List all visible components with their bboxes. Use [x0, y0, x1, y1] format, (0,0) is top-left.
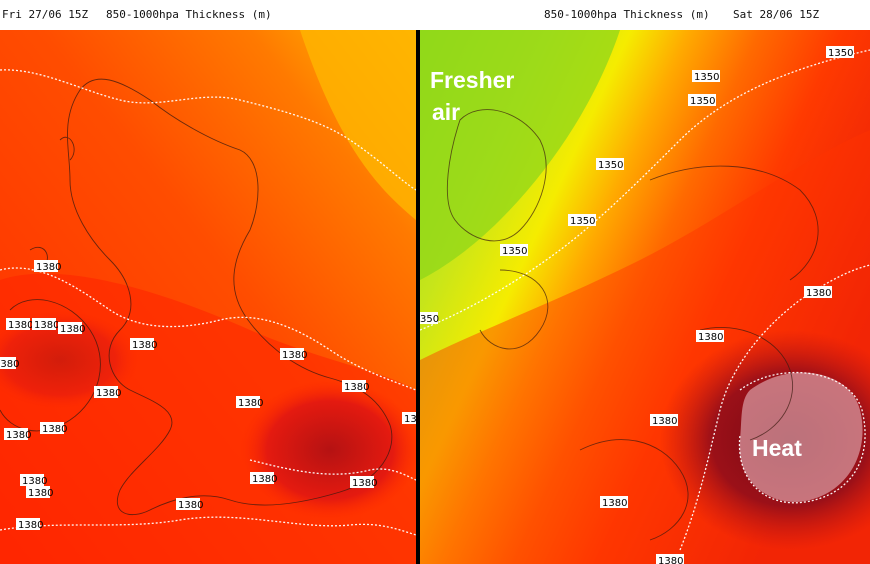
- contour-label: 1380: [250, 472, 277, 485]
- left-hot-spot: [240, 380, 416, 520]
- right-date-label: Sat 28/06 15Z: [733, 8, 820, 21]
- svg-text:1350: 1350: [502, 246, 527, 257]
- contour-label: 1380: [16, 518, 43, 531]
- svg-text:1380: 1380: [602, 498, 627, 509]
- right-1380-contour: [679, 264, 870, 551]
- svg-text:1380: 1380: [8, 320, 33, 331]
- contour-label: 13: [402, 412, 417, 425]
- contour-label: 1350: [826, 46, 854, 59]
- svg-text:1350: 1350: [828, 48, 853, 59]
- svg-text:1350: 1350: [694, 72, 719, 83]
- svg-text:1380: 1380: [344, 382, 369, 393]
- right-field-label: 850-1000hpa Thickness (m): [544, 8, 710, 21]
- svg-text:1380: 1380: [60, 324, 85, 335]
- contour-label: 1380: [650, 414, 678, 427]
- left-warm-edge: [300, 30, 416, 220]
- right-heat-highlight: [739, 372, 863, 502]
- svg-text:1380: 1380: [42, 424, 67, 435]
- contour-label: 1380: [350, 476, 377, 489]
- svg-text:1380: 1380: [652, 416, 677, 427]
- svg-text:1380: 1380: [698, 332, 723, 343]
- contour-label: 1380: [34, 260, 61, 273]
- contour-label: 1380: [600, 496, 628, 509]
- right-map: 1350 1350 1350 1350 1350 1350 350 1380 1…: [420, 30, 870, 564]
- right-fresher-zone: [420, 30, 620, 280]
- contour-label: 1350: [692, 70, 720, 83]
- contour-label: 1380: [20, 474, 47, 487]
- contour-label: 1380: [656, 554, 684, 564]
- svg-text:1380: 1380: [34, 320, 59, 331]
- contour-label: 1380: [40, 422, 67, 435]
- contour-label: 1380: [176, 498, 203, 511]
- svg-text:1380: 1380: [282, 350, 307, 361]
- svg-text:1350: 1350: [598, 160, 623, 171]
- contour-label: 1380: [342, 380, 369, 393]
- left-panel-header: Fri 27/06 15Z 850-1000hpa Thickness (m): [0, 0, 418, 30]
- left-hot-spot-west: [0, 310, 140, 410]
- svg-text:1380: 1380: [22, 476, 47, 487]
- fresher-air-annotation-line1: Fresher: [430, 67, 514, 93]
- contour-label: 1380: [94, 386, 121, 399]
- left-1380-contour: [0, 69, 416, 536]
- svg-text:1380: 1380: [132, 340, 157, 351]
- svg-text:13: 13: [404, 414, 417, 425]
- right-1350-contour: [420, 49, 870, 331]
- svg-text:1380: 1380: [0, 359, 19, 370]
- svg-text:1380: 1380: [36, 262, 61, 273]
- contour-label: 1350: [596, 158, 624, 171]
- svg-text:1380: 1380: [178, 500, 203, 511]
- contour-label: 1380: [0, 357, 19, 370]
- contour-label: 1380: [130, 338, 157, 351]
- svg-text:1380: 1380: [28, 488, 53, 499]
- thickness-maps: 1380 1380 1380 1380 1380 1380 1380 1380 …: [0, 30, 870, 564]
- right-contour-labels: 1350 1350 1350 1350 1350 1350 350 1380 1…: [420, 46, 854, 564]
- svg-text:1350: 1350: [570, 216, 595, 227]
- svg-text:1380: 1380: [96, 388, 121, 399]
- left-contour-labels: 1380 1380 1380 1380 1380 1380 1380 1380 …: [0, 260, 417, 531]
- contour-label: 350: [420, 312, 439, 325]
- svg-text:1380: 1380: [238, 398, 263, 409]
- right-panel-header: 850-1000hpa Thickness (m) Sat 28/06 15Z: [420, 0, 870, 30]
- svg-text:1350: 1350: [690, 96, 715, 107]
- panel-divider: [416, 30, 420, 564]
- contour-label: 1380: [32, 318, 59, 331]
- contour-label: 1380: [4, 428, 31, 441]
- svg-text:1380: 1380: [252, 474, 277, 485]
- contour-label: 1380: [280, 348, 307, 361]
- svg-text:350: 350: [420, 314, 439, 325]
- contour-label: 1380: [26, 486, 53, 499]
- right-coastlines: [446, 109, 819, 541]
- left-date-label: Fri 27/06 15Z: [2, 8, 89, 21]
- svg-text:1380: 1380: [658, 556, 683, 564]
- svg-text:1380: 1380: [6, 430, 31, 441]
- svg-text:1380: 1380: [806, 288, 831, 299]
- contour-label: 1350: [568, 214, 596, 227]
- svg-text:1380: 1380: [18, 520, 43, 531]
- contour-label: 1350: [688, 94, 716, 107]
- contour-label: 1380: [58, 322, 85, 335]
- contour-label: 1380: [804, 286, 832, 299]
- svg-text:1380: 1380: [352, 478, 377, 489]
- left-map: 1380 1380 1380 1380 1380 1380 1380 1380 …: [0, 30, 417, 564]
- contour-label: 1380: [696, 330, 724, 343]
- heat-annotation: Heat: [752, 435, 802, 461]
- left-field-label: 850-1000hpa Thickness (m): [106, 8, 272, 21]
- fresher-air-annotation-line2: air: [432, 99, 460, 125]
- contour-label: 1380: [6, 318, 33, 331]
- contour-label: 1350: [500, 244, 528, 257]
- contour-label: 1380: [236, 396, 263, 409]
